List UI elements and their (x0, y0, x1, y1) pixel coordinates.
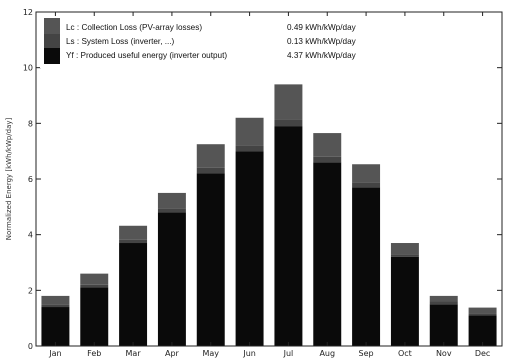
bar-jul-system-loss (274, 119, 303, 127)
bar-jan-useful-energy (41, 307, 70, 346)
y-axis-title: Normalized Energy [kWh/kWp/day] (5, 117, 13, 240)
x-tick-label: May (202, 349, 219, 358)
legend-value-system-loss: 0.13 kWh/kWp/day (287, 37, 357, 46)
y-tick-label: 4 (28, 231, 33, 240)
y-tick-label: 8 (28, 119, 33, 128)
bar-nov-useful-energy (429, 304, 458, 346)
bar-oct-collection-loss (390, 243, 419, 255)
bar-jul-collection-loss (274, 84, 303, 120)
x-tick-label: Mar (126, 349, 142, 358)
bar-jan-collection-loss (41, 295, 70, 305)
bar-nov-collection-loss (429, 295, 458, 302)
bar-jun-system-loss (235, 145, 264, 152)
x-tick-label: Dec (475, 349, 490, 358)
bars-layer (41, 84, 497, 347)
x-tick-label: Sep (359, 349, 374, 358)
bar-jan-system-loss (41, 304, 70, 308)
bar-mar-useful-energy (119, 243, 148, 346)
legend-value-useful-energy: 4.37 kWh/kWp/day (287, 51, 357, 60)
legend-swatch-system-loss (44, 34, 60, 48)
bar-oct-useful-energy (390, 256, 419, 346)
legend-box (40, 16, 390, 68)
x-tick-label: Jul (283, 349, 294, 358)
bar-may-useful-energy (196, 173, 225, 346)
bar-jul-useful-energy (274, 126, 303, 347)
y-tick-label: 0 (28, 342, 33, 351)
bar-feb-collection-loss (80, 273, 109, 285)
bar-aug-useful-energy (313, 162, 342, 346)
bar-mar-collection-loss (119, 225, 148, 240)
bar-apr-useful-energy (157, 212, 186, 346)
y-tick-label: 12 (23, 8, 33, 17)
bar-may-collection-loss (196, 144, 225, 168)
bar-sep-collection-loss (352, 164, 381, 183)
legend-label-system-loss: Ls : System Loss (inverter, ...) (66, 37, 175, 46)
x-tick-label: Jun (242, 349, 256, 358)
bar-jun-useful-energy (235, 151, 264, 346)
bar-aug-collection-loss (313, 133, 342, 157)
bar-oct-system-loss (390, 254, 419, 257)
plot-frame (35, 11, 503, 347)
bar-sep-system-loss (352, 182, 381, 188)
bar-apr-collection-loss (157, 192, 186, 209)
bar-feb-useful-energy (80, 287, 109, 346)
legend-label-useful-energy: Yf : Produced useful energy (inverter ou… (66, 51, 227, 60)
ticks-layer: Jan Feb Mar Apr May Jun Jul Aug Sep Oct Nov Dec 0 2 4 6… (23, 8, 502, 358)
bar-sep-useful-energy (352, 187, 381, 346)
y-tick-label: 2 (28, 286, 33, 295)
legend-swatch-useful-energy (44, 48, 60, 64)
bar-mar-system-loss (119, 239, 148, 244)
legend-label-collection-loss: Lc : Collection Loss (PV-array losses) (66, 23, 202, 32)
bar-dec-collection-loss (468, 307, 497, 314)
x-tick-label: Apr (165, 349, 180, 358)
bar-nov-system-loss (429, 301, 458, 305)
y-tick-label: 10 (23, 64, 33, 73)
bar-jun-collection-loss (235, 117, 264, 146)
legend-swatch-collection-loss (44, 18, 60, 34)
bar-aug-system-loss (313, 156, 342, 163)
legend-value-collection-loss: 0.49 kWh/kWp/day (287, 23, 357, 32)
x-tick-label: Oct (398, 349, 412, 358)
x-tick-label: Aug (319, 349, 335, 358)
bar-may-system-loss (196, 167, 225, 174)
legend: Lc : Collection Loss (PV-array losses) 0… (40, 16, 390, 68)
y-tick-label: 6 (28, 175, 33, 184)
x-tick-label: Jan (48, 349, 61, 358)
bar-dec-useful-energy (468, 315, 497, 346)
x-tick-label: Nov (436, 349, 452, 358)
bar-dec-system-loss (468, 313, 497, 316)
bar-apr-system-loss (157, 208, 186, 213)
bar-feb-system-loss (80, 284, 109, 288)
x-tick-label: Feb (87, 349, 101, 358)
